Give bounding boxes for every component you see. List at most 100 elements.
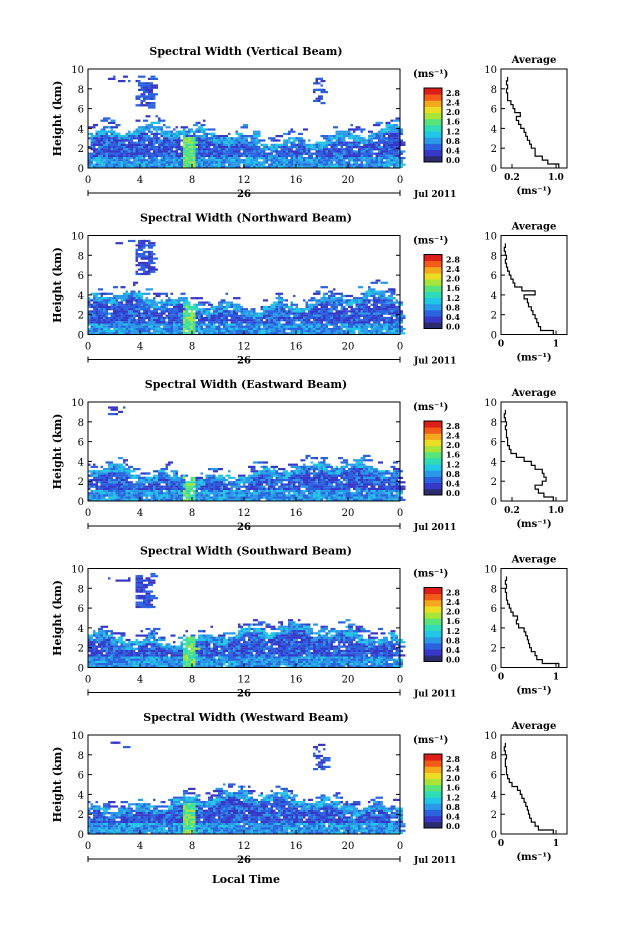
heatmap-cell bbox=[131, 139, 134, 141]
heatmap-cell bbox=[316, 481, 319, 483]
heatmap-cell bbox=[393, 324, 396, 326]
heatmap-cell bbox=[226, 475, 231, 477]
heatmap-cell bbox=[268, 157, 271, 159]
heatmap-cell bbox=[278, 304, 281, 306]
heatmap-cell bbox=[186, 310, 189, 312]
heatmap-cell bbox=[141, 297, 144, 299]
heatmap-cell bbox=[121, 319, 126, 321]
heatmap-cell bbox=[373, 477, 376, 479]
heatmap-cell bbox=[253, 310, 256, 312]
heatmap-cell bbox=[303, 324, 306, 326]
heatmap-cell bbox=[396, 157, 399, 159]
heatmap-cell bbox=[241, 308, 246, 310]
heatmap-cell bbox=[311, 488, 316, 490]
heatmap-cell bbox=[193, 164, 196, 166]
heatmap-cell bbox=[288, 317, 291, 319]
heatmap-cell bbox=[208, 128, 216, 130]
heatmap-cell bbox=[398, 142, 406, 144]
heatmap-cell bbox=[386, 492, 389, 494]
heatmap-cell bbox=[231, 488, 234, 490]
heatmap-cell bbox=[336, 131, 339, 133]
heatmap-cell bbox=[138, 494, 141, 496]
heatmap-cell bbox=[391, 153, 394, 155]
heatmap-cell bbox=[196, 297, 204, 299]
heatmap-cell bbox=[151, 95, 154, 97]
heatmap-cell bbox=[341, 324, 344, 326]
heatmap-cell bbox=[323, 137, 328, 139]
heatmap-cell bbox=[121, 466, 126, 468]
heatmap-cell bbox=[163, 488, 166, 490]
heatmap-cell bbox=[343, 468, 346, 470]
heatmap-cell bbox=[378, 475, 383, 477]
heatmap-cell bbox=[213, 135, 218, 137]
heatmap-cell bbox=[143, 148, 146, 150]
heatmap-cell bbox=[171, 131, 174, 133]
heatmap-cell bbox=[146, 297, 149, 299]
heatmap-cell bbox=[226, 328, 229, 330]
heatmap-cell bbox=[373, 144, 376, 146]
heatmap-cell bbox=[338, 319, 341, 321]
heatmap-cell bbox=[353, 144, 356, 146]
heatmap-cell bbox=[358, 459, 363, 461]
heatmap-cell bbox=[196, 135, 204, 137]
heatmap-cell bbox=[288, 486, 291, 488]
heatmap-cell bbox=[261, 319, 264, 321]
heatmap-cell bbox=[148, 146, 151, 148]
heatmap-cell bbox=[393, 470, 396, 472]
heatmap-cell bbox=[288, 328, 291, 330]
heatmap-cell bbox=[98, 153, 101, 155]
heatmap-cell bbox=[393, 468, 401, 470]
heatmap-cell bbox=[371, 486, 376, 488]
heatmap-cell bbox=[273, 319, 276, 321]
heatmap-cell bbox=[221, 313, 224, 315]
heatmap-cell bbox=[276, 306, 279, 308]
heatmap-cell bbox=[371, 483, 374, 485]
heatmap-cell bbox=[183, 142, 186, 144]
heatmap-cell bbox=[243, 159, 246, 161]
heatmap-cell bbox=[278, 481, 283, 483]
heatmap-cell bbox=[358, 466, 361, 468]
heatmap-cell bbox=[216, 144, 219, 146]
panel-title: Spectral Width (Northward Beam) bbox=[140, 212, 352, 225]
heatmap-cell bbox=[236, 483, 239, 485]
heatmap-cell bbox=[176, 153, 179, 155]
heatmap-cell bbox=[196, 128, 199, 130]
heatmap-cell bbox=[378, 470, 383, 472]
heatmap-cell bbox=[288, 306, 293, 308]
heatmap-cell bbox=[236, 150, 239, 152]
heatmap-cell bbox=[136, 475, 141, 477]
heatmap-cell bbox=[283, 299, 286, 301]
heatmap-cell bbox=[223, 302, 228, 304]
heatmap-cell bbox=[361, 479, 364, 481]
heatmap-cell bbox=[326, 468, 329, 470]
heatmap-cell bbox=[373, 302, 376, 304]
heatmap-cell bbox=[233, 164, 236, 166]
heatmap-cell bbox=[338, 155, 341, 157]
heatmap-cell bbox=[203, 148, 206, 150]
heatmap-cell bbox=[91, 137, 94, 139]
heatmap-cell bbox=[113, 409, 116, 411]
heatmap-cell bbox=[198, 126, 203, 128]
heatmap-cell bbox=[101, 486, 104, 488]
heatmap-cell bbox=[261, 479, 264, 481]
heatmap-cell bbox=[361, 148, 364, 150]
heatmap-cell bbox=[138, 80, 141, 82]
heatmap-cell bbox=[343, 135, 346, 137]
colorbar-swatch bbox=[424, 119, 442, 126]
heatmap-cell bbox=[286, 157, 289, 159]
heatmap-cell bbox=[103, 479, 106, 481]
heatmap-cell bbox=[93, 157, 96, 159]
heatmap-cell bbox=[293, 150, 298, 152]
heatmap-cell bbox=[258, 490, 261, 492]
heatmap-cell bbox=[183, 146, 186, 148]
heatmap-cell bbox=[171, 148, 174, 150]
heatmap-cell bbox=[128, 494, 131, 496]
heatmap-cell bbox=[358, 488, 361, 490]
heatmap-cell bbox=[258, 326, 261, 328]
heatmap-cell bbox=[113, 481, 118, 483]
heatmap-cell bbox=[138, 148, 141, 150]
heatmap-cell bbox=[266, 328, 269, 330]
heatmap-cell bbox=[181, 324, 184, 326]
heatmap-cell bbox=[131, 328, 134, 330]
heatmap-cell bbox=[146, 486, 149, 488]
